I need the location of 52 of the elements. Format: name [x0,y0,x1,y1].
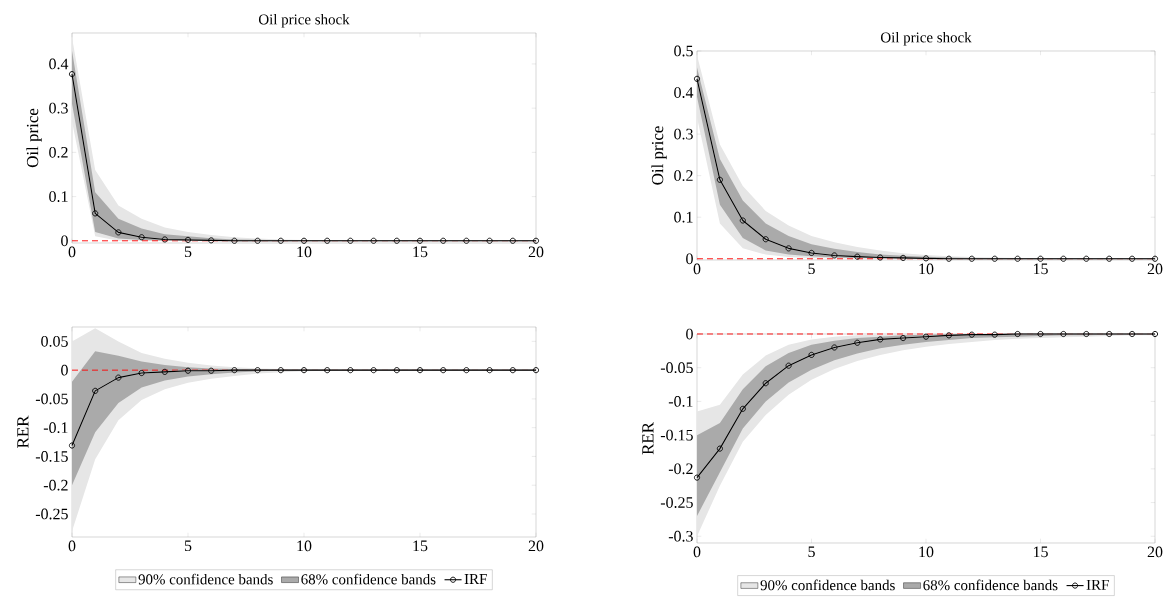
y-tick-label: -0.1 [43,422,68,434]
y-tick-label: 0.3 [49,102,68,114]
y-tick-label: 0 [686,328,693,340]
y-tick-label: -0.2 [668,463,693,475]
y-axis-title: Oil price [651,126,667,185]
y-tick-label: -0.15 [35,451,68,462]
x-tick-label: 15 [413,540,428,552]
y-tick-label: -0.1 [668,396,693,407]
chart-title: Oil price shock [258,13,350,28]
y-tick-label: -0.15 [660,429,693,441]
x-tick-label: 5 [184,540,192,552]
legend-label: 68% confidence bands [923,579,1058,591]
y-tick-label: 0.5 [674,45,693,57]
x-tick-label: 20 [1147,546,1163,558]
x-tick-label: 20 [1147,263,1163,275]
y-tick-label: -0.25 [35,508,68,520]
x-tick-label: 5 [808,546,815,558]
legend-label: 90% confidence bands [760,579,895,591]
chart-title: Oil price shock [880,31,972,46]
y-axis-title: Oil price [26,108,42,168]
x-tick-label: 15 [413,246,428,258]
x-tick-label: 5 [184,246,192,258]
x-tick-label: 5 [808,263,815,275]
legend-label: 68% confidence bands [301,573,436,585]
y-tick-label: 0.3 [674,128,693,140]
y-tick-label: 0 [61,364,68,376]
y-tick-label: 0.4 [49,58,69,70]
legend-label: IRF [464,574,487,584]
y-tick-label: 0.2 [49,146,68,158]
y-tick-label: 0 [61,235,68,247]
x-tick-label: 10 [919,263,934,275]
y-tick-label: -0.2 [43,479,68,491]
x-tick-label: 10 [297,246,312,258]
y-axis-title: RER [17,415,29,448]
y-tick-label: 0.2 [674,170,693,182]
x-tick-label: 10 [919,546,934,558]
y-tick-label: -0.3 [668,530,693,542]
legend-label: 90% confidence bands [138,573,273,585]
y-tick-label: 0.1 [49,191,68,202]
y-tick-label: -0.05 [660,362,693,374]
x-tick-label: 15 [1033,546,1048,558]
y-axis-title: RER [642,422,654,455]
x-tick-label: 15 [1033,263,1048,275]
y-tick-label: -0.05 [35,393,68,405]
x-tick-label: 20 [528,246,544,258]
y-tick-label: 0.05 [41,335,68,347]
x-tick-label: 20 [528,540,544,552]
y-tick-label: -0.25 [660,497,693,508]
y-tick-label: 0.1 [674,211,693,223]
x-tick-label: 10 [297,540,312,552]
y-tick-label: 0.4 [674,87,694,98]
legend-label: IRF [1086,579,1109,590]
